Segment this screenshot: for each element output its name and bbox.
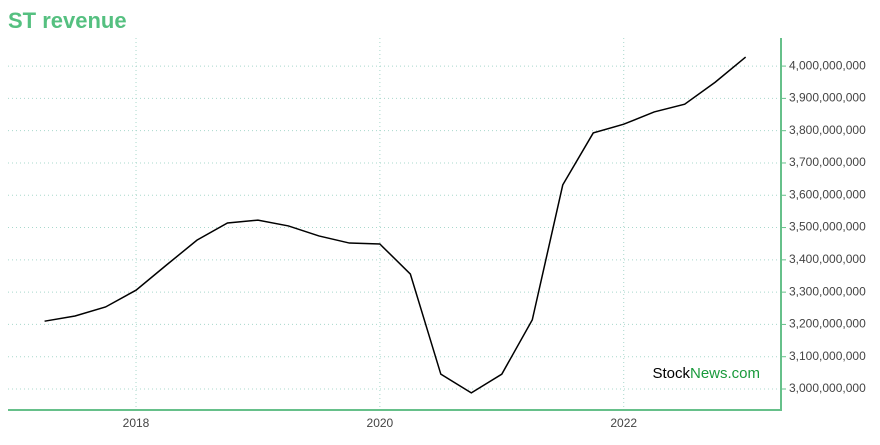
y-tick-label: 3,400,000,000 [789,252,866,266]
watermark-part: Stock [652,365,690,382]
chart-title: ST revenue [8,8,127,33]
y-tick-label: 3,500,000,000 [789,220,866,234]
y-tick-label: 3,000,000,000 [789,381,866,395]
y-tick-label: 3,900,000,000 [789,91,866,105]
y-tick-label: 3,100,000,000 [789,349,866,363]
y-tick-label: 3,600,000,000 [789,187,866,201]
watermark: StockNews.com [652,365,760,382]
x-tick-label: 2018 [123,416,150,430]
y-tick-label: 3,800,000,000 [789,123,866,137]
y-tick-label: 3,200,000,000 [789,317,866,331]
x-tick-label: 2022 [610,416,637,430]
y-tick-label: 3,300,000,000 [789,284,866,298]
line [44,56,747,394]
y-tick-label: 3,700,000,000 [789,155,866,169]
watermark-part: News.com [690,365,760,382]
x-tick-label: 2020 [367,416,394,430]
y-tick-label: 4,000,000,000 [789,58,866,72]
